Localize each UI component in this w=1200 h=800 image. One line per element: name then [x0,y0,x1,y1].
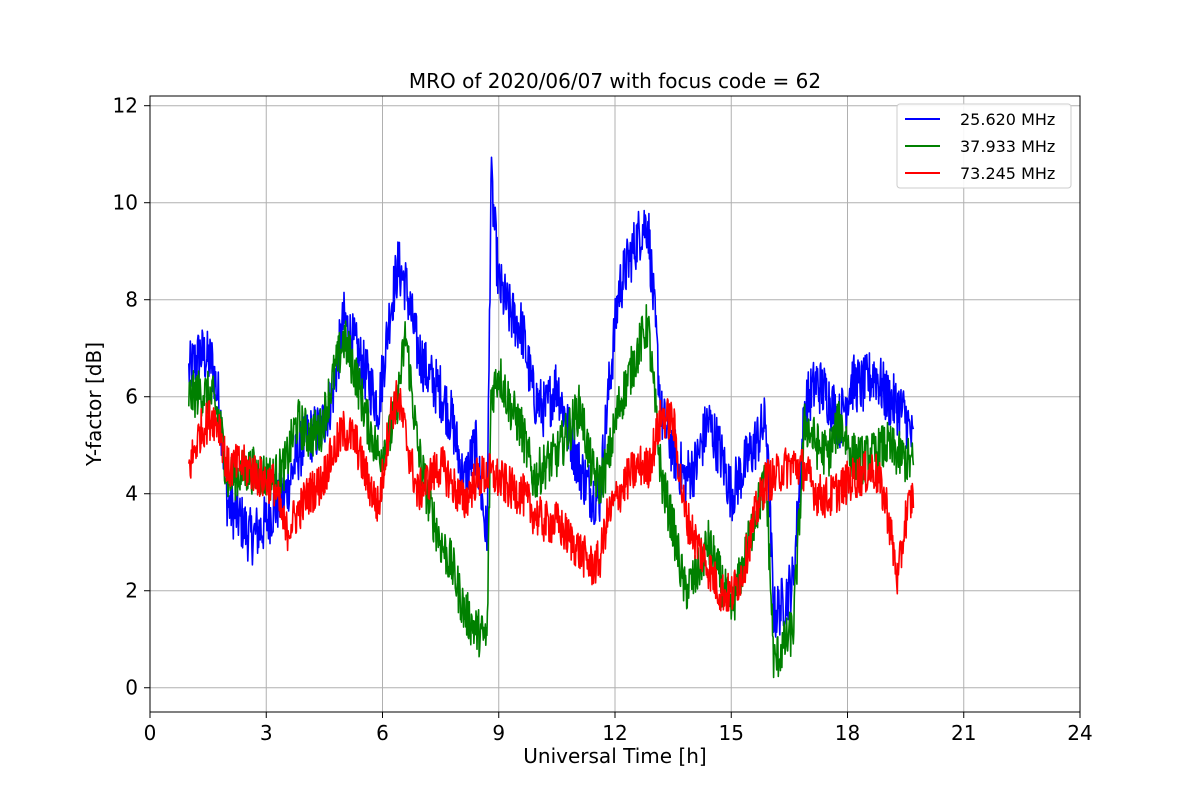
legend-label-73-245: 73.245 MHz [960,164,1055,183]
x-tick-label: 12 [602,721,627,745]
legend: 25.620 MHz 37.933 MHz 73.245 MHz [896,103,1072,189]
x-tick-label: 0 [144,721,157,745]
chart-title: MRO of 2020/06/07 with focus code = 62 [409,69,821,93]
legend-label-37-933: 37.933 MHz [960,137,1055,156]
y-tick-label: 12 [113,94,138,118]
y-tick-label: 10 [113,191,138,215]
series-lines [188,156,915,679]
series-line-1 [188,304,915,679]
x-tick-label: 9 [492,721,505,745]
y-tick-label: 6 [125,385,138,409]
x-tick-label: 24 [1067,721,1092,745]
legend-box [896,103,1072,189]
y-tick-label: 8 [125,288,138,312]
y-axis-label: Y-factor [dB] [82,342,106,467]
y-tick-label: 4 [125,482,138,506]
x-tick-label: 18 [835,721,860,745]
x-tick-label: 15 [719,721,744,745]
x-tick-label: 3 [260,721,273,745]
x-tick-label: 21 [951,721,976,745]
y-tick-label: 2 [125,579,138,603]
series-line-2 [188,380,915,612]
legend-label-25-620: 25.620 MHz [960,110,1055,129]
y-tick-label: 0 [125,676,138,700]
x-tick-label: 6 [376,721,389,745]
x-axis-label: Universal Time [h] [523,744,706,768]
